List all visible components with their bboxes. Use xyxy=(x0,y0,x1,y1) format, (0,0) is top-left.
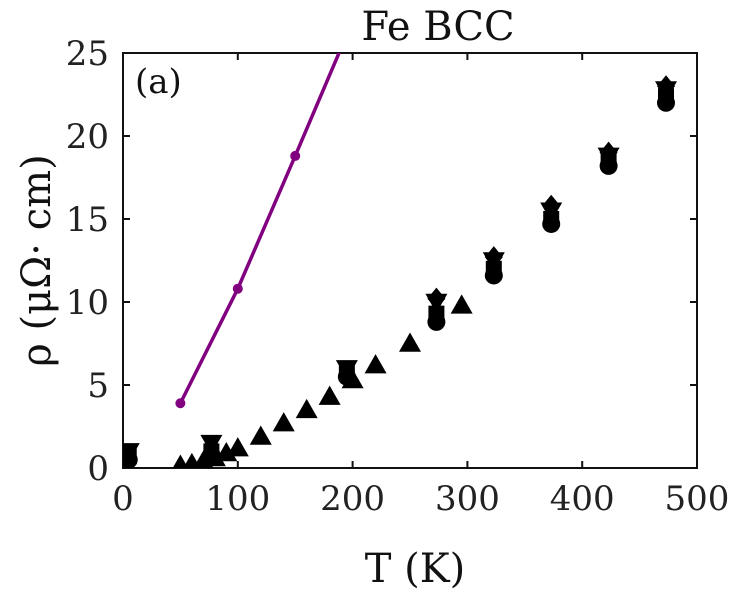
x-tick-label: 200 xyxy=(320,479,385,519)
y-tick-label: 10 xyxy=(66,283,109,323)
x-tick-label: 100 xyxy=(205,479,270,519)
diamond-marker xyxy=(484,246,503,269)
y-axis-title: ρ (μΩ· cm) xyxy=(14,154,60,366)
circle-marker xyxy=(427,312,446,331)
diamond-marker xyxy=(427,287,446,310)
triangle-up-marker xyxy=(249,425,272,445)
x-tick-label: 300 xyxy=(435,479,500,519)
line-point xyxy=(175,398,186,409)
circle-marker xyxy=(123,450,138,468)
series-circle xyxy=(123,93,676,468)
triangle-up-marker xyxy=(364,354,387,374)
circle-marker xyxy=(202,445,221,464)
triangle-up-marker xyxy=(226,437,249,457)
y-tick-label: 25 xyxy=(66,34,109,74)
triangle-up-marker xyxy=(172,454,189,468)
series-line-dot xyxy=(175,53,341,409)
triangle-up-marker xyxy=(450,294,473,314)
x-axis-title: T (K) xyxy=(365,546,466,592)
series-layer xyxy=(123,53,678,468)
plot-border xyxy=(122,52,698,469)
triangle-up-marker xyxy=(318,385,341,405)
series-square xyxy=(123,88,675,465)
chart-title: Fe BCC xyxy=(361,4,514,50)
circle-marker xyxy=(337,367,356,386)
x-tick-label: 500 xyxy=(665,479,730,519)
circle-marker xyxy=(542,214,561,233)
series-triangle-up xyxy=(172,294,473,468)
y-tick-label: 15 xyxy=(66,200,109,240)
diamond-marker xyxy=(542,194,561,217)
diamond-marker xyxy=(657,75,676,98)
series-triangle-down xyxy=(123,81,678,463)
series-diamond xyxy=(427,75,676,310)
circle-marker xyxy=(657,93,676,112)
diamond-marker xyxy=(599,141,618,164)
y-tick-label: 5 xyxy=(87,366,109,406)
series-line xyxy=(178,53,341,405)
triangle-up-marker xyxy=(399,332,421,352)
ticks xyxy=(122,52,698,469)
x-tick-label: 400 xyxy=(550,479,615,519)
tick-labels: 0 100 200 300 400 500 0 5 10 15 20 25 xyxy=(66,34,730,519)
line-point xyxy=(232,283,243,294)
triangle-up-marker xyxy=(295,398,318,419)
panel-label: (a) xyxy=(135,62,182,102)
x-tick-label: 0 xyxy=(112,479,134,519)
axes-frame xyxy=(122,52,698,469)
y-tick-label: 20 xyxy=(66,117,109,157)
circle-marker xyxy=(599,156,618,175)
y-tick-label: 0 xyxy=(87,449,109,489)
circle-marker xyxy=(484,266,503,285)
line-point xyxy=(290,150,301,161)
triangle-up-marker xyxy=(272,412,295,432)
triangle-up-marker xyxy=(215,442,238,462)
